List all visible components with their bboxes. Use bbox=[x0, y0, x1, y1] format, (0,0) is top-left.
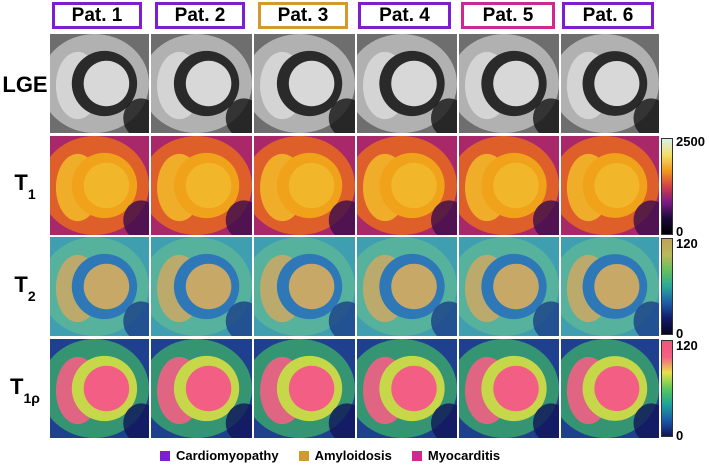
mri-image bbox=[561, 339, 659, 438]
panel-lge-pat1 bbox=[50, 34, 149, 133]
mri-image bbox=[357, 237, 457, 336]
t1rho-colorbar-min: 0 bbox=[676, 428, 684, 443]
panel-t1-pat3 bbox=[254, 136, 355, 235]
panel-t2-pat4 bbox=[357, 237, 457, 336]
panel-t1-pat5 bbox=[459, 136, 559, 235]
panel-t1rho-pat3 bbox=[254, 339, 355, 438]
panel-lge-pat3 bbox=[254, 34, 355, 133]
t2-colorbar-min: 0 bbox=[676, 326, 684, 341]
mri-image bbox=[151, 136, 252, 235]
legend-swatch-amyloidosis bbox=[298, 450, 309, 461]
mri-image bbox=[254, 339, 355, 438]
mri-image bbox=[561, 136, 659, 235]
mri-image bbox=[459, 339, 559, 438]
panel-t1-pat2 bbox=[151, 136, 252, 235]
legend-label-cardiomyopathy: Cardiomyopathy bbox=[176, 448, 279, 463]
mri-image bbox=[254, 237, 355, 336]
mri-image bbox=[50, 339, 149, 438]
panel-t1rho-pat5 bbox=[459, 339, 559, 438]
patient-header-4: Pat. 4 bbox=[358, 2, 451, 29]
panel-lge-pat5 bbox=[459, 34, 559, 133]
legend-swatch-myocarditis bbox=[411, 450, 422, 461]
mri-image bbox=[459, 136, 559, 235]
mri-image bbox=[50, 136, 149, 235]
t1-colorbar-min: 0 bbox=[676, 224, 684, 239]
panel-lge-pat6 bbox=[561, 34, 659, 133]
row-label-t2: T2 bbox=[14, 272, 36, 305]
legend: Cardiomyopathy Amyloidosis Myocarditis bbox=[160, 448, 500, 463]
mri-image bbox=[254, 136, 355, 235]
panel-t2-pat3 bbox=[254, 237, 355, 336]
patient-header-6: Pat. 6 bbox=[562, 2, 654, 29]
mri-image bbox=[50, 237, 149, 336]
mri-image bbox=[151, 237, 252, 336]
mri-image bbox=[357, 34, 457, 133]
mri-image bbox=[357, 339, 457, 438]
legend-label-myocarditis: Myocarditis bbox=[427, 448, 501, 463]
legend-item-myocarditis: Myocarditis bbox=[411, 448, 501, 463]
panel-t2-pat1 bbox=[50, 237, 149, 336]
mri-image bbox=[459, 34, 559, 133]
legend-item-amyloidosis: Amyloidosis bbox=[298, 448, 392, 463]
t1rho-colorbar bbox=[661, 340, 673, 437]
row-label-t1: T1 bbox=[14, 170, 36, 203]
row-label-t1rho: T1ρ bbox=[10, 374, 40, 407]
t1-colorbar bbox=[661, 138, 673, 235]
mri-image bbox=[459, 237, 559, 336]
panel-t1rho-pat4 bbox=[357, 339, 457, 438]
t2-colorbar-max: 120 bbox=[676, 236, 698, 251]
panel-t2-pat2 bbox=[151, 237, 252, 336]
mri-image bbox=[561, 34, 659, 133]
panel-t2-pat5 bbox=[459, 237, 559, 336]
panel-t1rho-pat1 bbox=[50, 339, 149, 438]
legend-item-cardiomyopathy: Cardiomyopathy bbox=[160, 448, 279, 463]
row-label-lge: LGE bbox=[2, 72, 48, 97]
panel-t1rho-pat2 bbox=[151, 339, 252, 438]
mri-image bbox=[151, 34, 252, 133]
panel-t1-pat4 bbox=[357, 136, 457, 235]
panel-t2-pat6 bbox=[561, 237, 659, 336]
patient-header-2: Pat. 2 bbox=[155, 2, 245, 29]
legend-label-amyloidosis: Amyloidosis bbox=[314, 448, 392, 463]
t1-colorbar-max: 2500 bbox=[676, 134, 705, 149]
mri-image bbox=[561, 237, 659, 336]
mri-image bbox=[50, 34, 149, 133]
patient-header-1: Pat. 1 bbox=[52, 2, 142, 29]
panel-t1-pat1 bbox=[50, 136, 149, 235]
mri-image bbox=[151, 339, 252, 438]
panel-t1rho-pat6 bbox=[561, 339, 659, 438]
panel-t1-pat6 bbox=[561, 136, 659, 235]
panel-lge-pat2 bbox=[151, 34, 252, 133]
mri-image bbox=[254, 34, 355, 133]
patient-header-3: Pat. 3 bbox=[258, 2, 348, 29]
t1rho-colorbar-max: 120 bbox=[676, 338, 698, 353]
legend-swatch-cardiomyopathy bbox=[160, 450, 170, 461]
panel-lge-pat4 bbox=[357, 34, 457, 133]
t2-colorbar bbox=[661, 238, 673, 335]
mri-image bbox=[357, 136, 457, 235]
patient-header-5: Pat. 5 bbox=[461, 2, 555, 29]
